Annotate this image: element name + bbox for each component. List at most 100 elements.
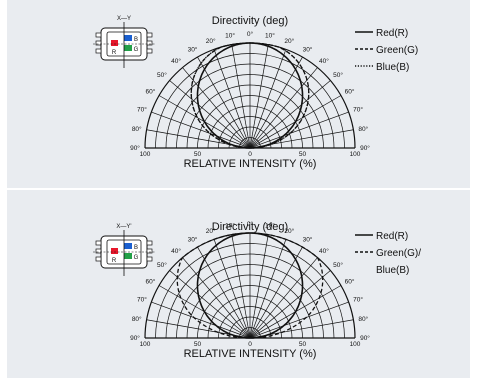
angle-tick-label: 90°: [130, 334, 140, 342]
grid-arc: [218, 306, 282, 339]
angle-tick-label: 30°: [303, 235, 313, 243]
grid-arc: [239, 137, 261, 149]
polar-chart-top: 0° 10° 10° 20° 20° 30° 30° 40° 40° 50° 50° 60° 60° 70…: [93, 15, 418, 170]
angle-tick-label: 10°: [265, 222, 275, 230]
polar-chart-bottom: 0° 10° 10° 20° 20° 30° 30° 40° 40° 50° 50° 60° 60° 70…: [93, 220, 421, 360]
polar-grid: [144, 232, 356, 339]
angle-tick-label: 80°: [132, 315, 142, 323]
angle-tick-label: 50°: [157, 261, 167, 269]
package-pin: [146, 256, 153, 262]
red-chip: [111, 40, 118, 46]
led-package-icon: BG R X—Y': [93, 224, 155, 276]
pad-label-b: B: [134, 245, 138, 251]
angle-tick-label: 20°: [206, 37, 216, 45]
pad-label-b: B: [134, 37, 138, 43]
polar-grid: [144, 42, 356, 149]
directivity-panel-top: 0° 10° 10° 20° 20° 30° 30° 40° 40° 50° 50° 60° 60° 70…: [7, 0, 470, 186]
legend-label: Blue(B): [376, 265, 409, 276]
angle-tick-label: 30°: [188, 45, 198, 53]
grid-arc: [218, 116, 282, 149]
green-chip: [124, 45, 132, 51]
angle-tick-label: 30°: [303, 45, 313, 53]
radial-tick-label: 50: [299, 341, 307, 348]
legend-label: Green(G): [376, 45, 418, 56]
divider: [7, 188, 470, 190]
radial-tick-label: 100: [350, 151, 361, 158]
grid-arc: [207, 295, 293, 339]
grid-arc: [176, 74, 324, 149]
legend-label: Red(R): [376, 231, 408, 242]
pad-label-g: G: [134, 47, 139, 53]
directivity-panel-bottom: 0° 10° 10° 20° 20° 30° 30° 40° 40° 50° 50° 60° 60° 70…: [7, 190, 470, 376]
grid-arc: [155, 243, 345, 339]
grid-arc: [186, 84, 314, 149]
angle-tick-label: 90°: [360, 144, 370, 152]
grid-arc: [165, 63, 335, 149]
package-pin: [146, 48, 153, 54]
angle-tick-label: 0°: [247, 220, 254, 228]
axis-label-xy: X—Y': [116, 224, 131, 230]
angle-tick-label: 70°: [137, 106, 147, 114]
blue-chip: [124, 243, 132, 249]
package-pin: [95, 256, 102, 262]
angle-tick-label: 40°: [171, 57, 181, 65]
angle-tick-label: 60°: [145, 88, 155, 96]
angle-tick-label: 50°: [333, 261, 343, 269]
grid-arc: [176, 264, 324, 339]
angle-tick-label: 80°: [132, 125, 142, 133]
series-line: [176, 232, 324, 339]
x-axis-label: RELATIVE INTENSITY (%): [184, 348, 317, 360]
radial-tick-label: 50: [194, 151, 202, 158]
package-pin: [95, 240, 102, 246]
grid-arc: [207, 105, 293, 149]
grid-arc: [197, 285, 303, 339]
radial-tick-label: 100: [140, 341, 151, 348]
angle-tick-label: 70°: [137, 296, 147, 304]
grid-arc: [228, 126, 272, 149]
chart-title: Directivity (deg): [212, 221, 288, 233]
grid-arc: [165, 253, 335, 339]
angle-tick-label: 20°: [284, 227, 294, 235]
angle-tick-label: 60°: [345, 278, 355, 286]
package-pin: [95, 248, 102, 254]
grid-arc: [228, 316, 272, 339]
angle-tick-label: 0°: [247, 30, 254, 38]
red-chip: [111, 248, 118, 254]
angle-tick-label: 70°: [353, 106, 363, 114]
angle-tick-label: 10°: [265, 32, 275, 40]
angle-tick-label: 90°: [360, 334, 370, 342]
chart-title: Directivity (deg): [212, 15, 288, 27]
angle-tick-label: 40°: [171, 247, 181, 255]
angle-tick-label: 60°: [145, 278, 155, 286]
green-chip: [124, 253, 132, 259]
pad-label-g: G: [134, 255, 139, 261]
angle-tick-label: 90°: [130, 144, 140, 152]
angle-tick-label: 10°: [225, 222, 235, 230]
angle-tick-label: 80°: [358, 315, 368, 323]
angle-tick-label: 50°: [333, 71, 343, 79]
angle-tick-label: 20°: [206, 227, 216, 235]
angle-tick-label: 50°: [157, 71, 167, 79]
radial-tick-label: 100: [140, 151, 151, 158]
blue-chip: [124, 35, 132, 41]
legend-label: Blue(B): [376, 62, 409, 73]
series-line: [190, 42, 310, 149]
series-line: [196, 232, 304, 339]
legend-label: Red(R): [376, 28, 408, 39]
radial-tick-label: 0: [248, 341, 252, 348]
angle-tick-label: 70°: [353, 296, 363, 304]
led-package-icon: BG R X—Y: [93, 16, 155, 68]
package-pin: [146, 240, 153, 246]
package-pin: [95, 40, 102, 46]
page: 0° 10° 10° 20° 20° 30° 30° 40° 40° 50° 50° 60° 60° 70…: [7, 0, 470, 378]
angle-tick-label: 80°: [358, 125, 368, 133]
radial-tick-label: 50: [299, 151, 307, 158]
axis-label-xy: X—Y: [117, 16, 131, 22]
angle-tick-label: 20°: [284, 37, 294, 45]
radial-tick-label: 100: [350, 341, 361, 348]
package-pin: [146, 248, 153, 254]
package-pin: [95, 48, 102, 54]
grid-arc: [239, 327, 261, 339]
radial-tick-label: 50: [194, 341, 202, 348]
angle-tick-label: 10°: [225, 32, 235, 40]
